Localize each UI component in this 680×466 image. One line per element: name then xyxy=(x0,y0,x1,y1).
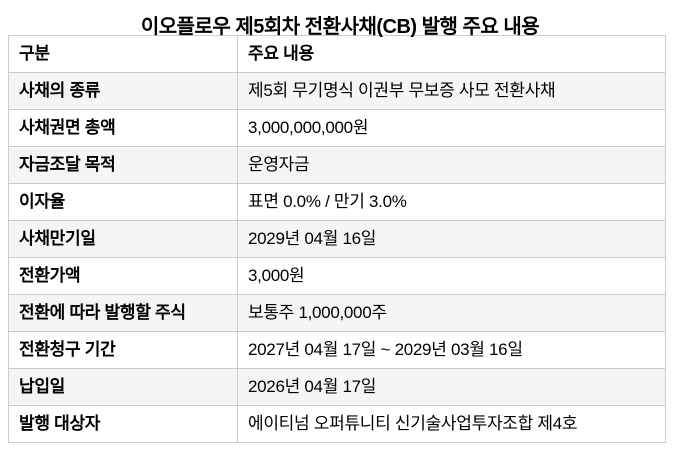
table-row: 이자율 표면 0.0% / 만기 3.0% xyxy=(8,183,666,221)
row-value: 운영자금 xyxy=(237,146,666,184)
row-label: 자금조달 목적 xyxy=(8,146,238,184)
row-value: 2027년 04월 17일 ~ 2029년 03월 16일 xyxy=(237,331,666,369)
row-label: 발행 대상자 xyxy=(8,405,238,443)
row-value: 3,000,000,000원 xyxy=(237,109,666,147)
table-row: 사채만기일 2029년 04월 16일 xyxy=(8,220,666,258)
row-value: 보통주 1,000,000주 xyxy=(237,294,666,332)
table-row: 납입일 2026년 04월 17일 xyxy=(8,368,666,406)
table-header-row: 구분 주요 내용 xyxy=(8,35,666,73)
row-value: 2029년 04월 16일 xyxy=(237,220,666,258)
table-row: 사채권면 총액 3,000,000,000원 xyxy=(8,109,666,147)
page-title: 이오플로우 제5회차 전환사채(CB) 발행 주요 내용 xyxy=(140,16,540,38)
column-header-details: 주요 내용 xyxy=(237,35,666,73)
row-value: 제5회 무기명식 이권부 무보증 사모 전환사채 xyxy=(237,72,666,110)
row-value: 2026년 04월 17일 xyxy=(237,368,666,406)
row-label: 납입일 xyxy=(8,368,238,406)
row-label: 전환청구 기간 xyxy=(8,331,238,369)
table-row: 전환청구 기간 2027년 04월 17일 ~ 2029년 03월 16일 xyxy=(8,331,666,369)
row-value: 에이티넘 오퍼튜니티 신기술사업투자조합 제4호 xyxy=(237,405,666,443)
row-label: 전환에 따라 발행할 주식 xyxy=(8,294,238,332)
row-label: 전환가액 xyxy=(8,257,238,295)
table-row: 자금조달 목적 운영자금 xyxy=(8,146,666,184)
table-row: 발행 대상자 에이티넘 오퍼튜니티 신기술사업투자조합 제4호 xyxy=(8,405,666,443)
row-label: 이자율 xyxy=(8,183,238,221)
row-label: 사채만기일 xyxy=(8,220,238,258)
table-row: 전환에 따라 발행할 주식 보통주 1,000,000주 xyxy=(8,294,666,332)
row-value: 3,000원 xyxy=(237,257,666,295)
cb-info-table: 구분 주요 내용 사채의 종류 제5회 무기명식 이권부 무보증 사모 전환사채… xyxy=(8,35,666,443)
row-value: 표면 0.0% / 만기 3.0% xyxy=(237,183,666,221)
column-header-category: 구분 xyxy=(8,35,238,73)
row-label: 사채권면 총액 xyxy=(8,109,238,147)
table-row: 사채의 종류 제5회 무기명식 이권부 무보증 사모 전환사채 xyxy=(8,72,666,110)
table-row: 전환가액 3,000원 xyxy=(8,257,666,295)
row-label: 사채의 종류 xyxy=(8,72,238,110)
